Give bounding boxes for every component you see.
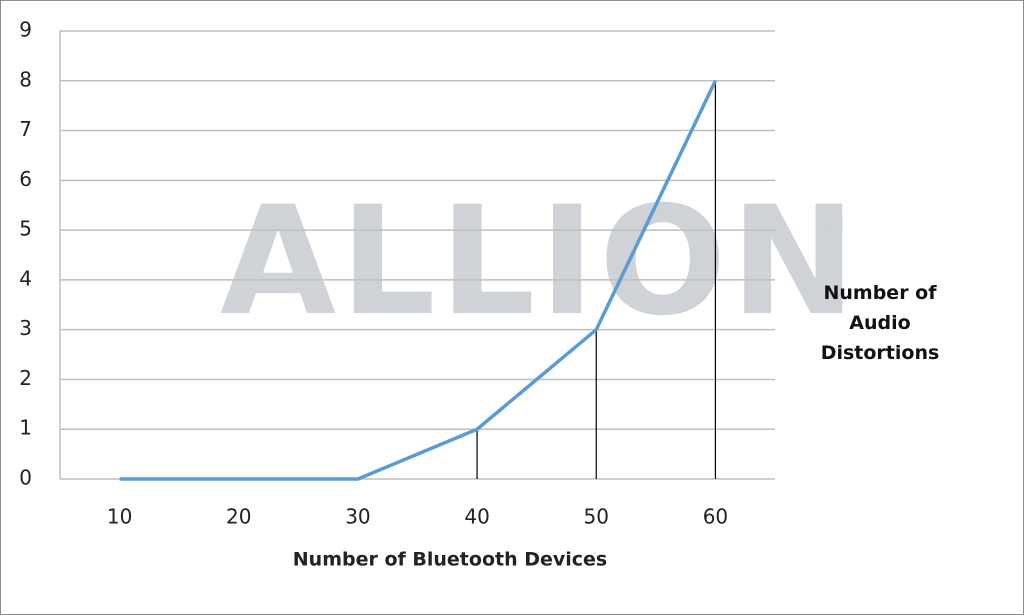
x-tick-label: 20 [226, 505, 251, 529]
watermark-mark: ® [820, 211, 846, 241]
y-tick-label: 4 [19, 266, 32, 290]
x-tick-label: 10 [107, 505, 132, 529]
x-tick-label: 60 [703, 505, 728, 529]
y-tick-label: 7 [19, 117, 32, 141]
y-tick-label: 0 [19, 466, 32, 490]
y-tick-label: 9 [19, 18, 32, 42]
x-axis-title: Number of Bluetooth Devices [293, 549, 607, 571]
y-axis-title: Number of Audio Distortions [820, 282, 940, 364]
y-tick-label: 6 [19, 167, 32, 191]
x-tick-label: 40 [464, 505, 489, 529]
y-tick-label: 2 [19, 366, 32, 390]
y-tick-label: 8 [19, 67, 32, 91]
x-tick-label: 50 [584, 505, 609, 529]
x-tick-label: 30 [345, 505, 370, 529]
y-tick-label: 3 [19, 316, 32, 340]
y-tick-label: 5 [19, 217, 32, 241]
y-tick-label: 1 [19, 416, 32, 440]
data-line [119, 80, 717, 481]
watermark: ALLION [220, 175, 860, 349]
